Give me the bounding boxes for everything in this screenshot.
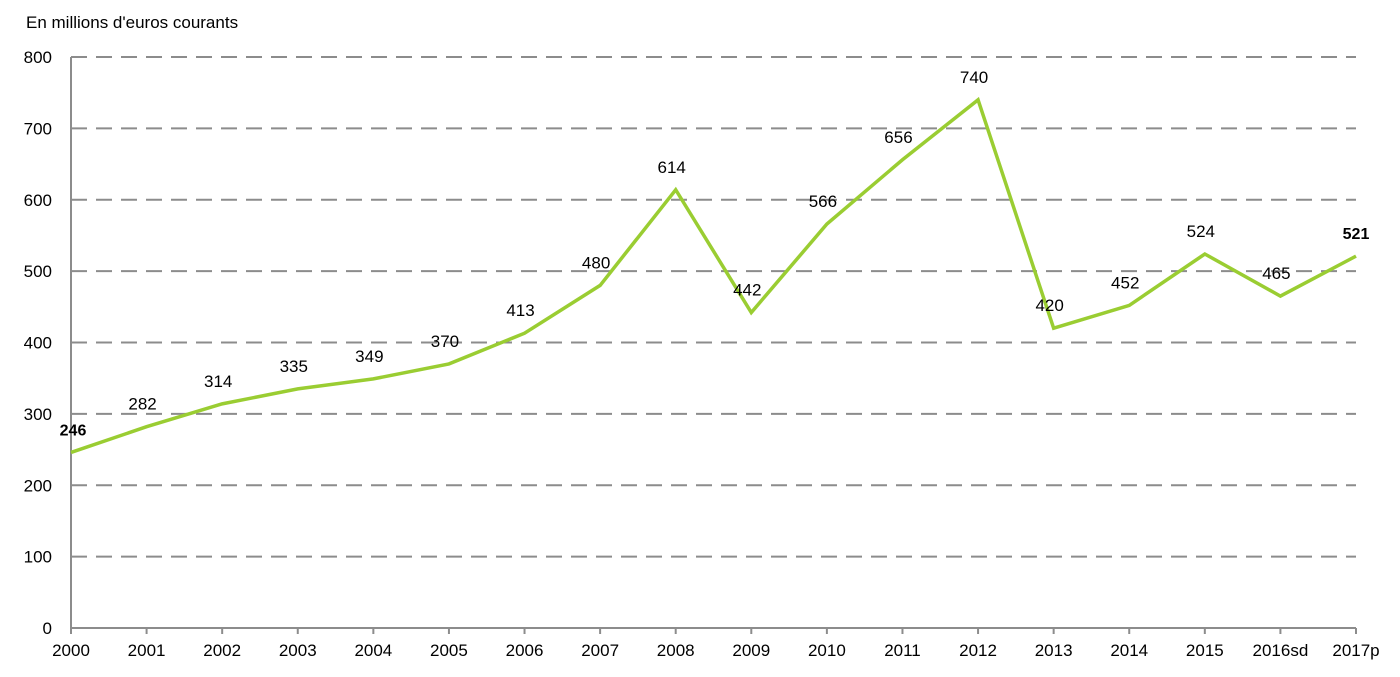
x-tick-label: 2012 [959, 641, 997, 660]
y-tick-label: 700 [24, 119, 52, 138]
x-tick-label: 2007 [581, 641, 619, 660]
x-tick-label: 2011 [884, 641, 921, 660]
x-tick-label: 2017p [1332, 641, 1379, 660]
x-tick-label: 2005 [430, 641, 468, 660]
data-label: 524 [1187, 222, 1215, 241]
x-tick-label: 2016sd [1253, 641, 1309, 660]
x-tick-label: 2015 [1186, 641, 1224, 660]
x-tick-label: 2004 [354, 641, 392, 660]
y-tick-label: 800 [24, 48, 52, 67]
x-tick-label: 2000 [52, 641, 90, 660]
y-tick-label: 500 [24, 262, 52, 281]
y-tick-label: 200 [24, 476, 52, 495]
series-line [71, 100, 1356, 453]
data-label: 335 [280, 357, 308, 376]
y-tick-label: 400 [24, 334, 52, 353]
x-tick-label: 2006 [506, 641, 544, 660]
x-tick-label: 2013 [1035, 641, 1073, 660]
data-label: 420 [1035, 296, 1063, 315]
data-label: 480 [582, 253, 610, 272]
data-label: 452 [1111, 273, 1139, 292]
data-label: 740 [960, 68, 988, 87]
y-tick-label: 300 [24, 405, 52, 424]
x-tick-label: 2002 [203, 641, 241, 660]
data-label: 566 [809, 192, 837, 211]
x-tick-label: 2010 [808, 641, 846, 660]
data-label: 282 [128, 395, 156, 414]
y-tick-label: 0 [43, 619, 52, 638]
data-label: 465 [1262, 264, 1290, 283]
x-tick-label: 2008 [657, 641, 695, 660]
y-tick-label: 100 [24, 548, 52, 567]
data-label: 370 [431, 332, 459, 351]
x-tick-label: 2014 [1110, 641, 1148, 660]
x-tick-label: 2009 [732, 641, 770, 660]
y-axis-unit-label: En millions d'euros courants [26, 13, 238, 32]
x-tick-label: 2001 [128, 641, 166, 660]
data-label: 349 [355, 347, 383, 366]
data-label: 413 [506, 301, 534, 320]
x-tick-label: 2003 [279, 641, 317, 660]
data-label: 614 [658, 158, 686, 177]
data-label: 442 [733, 281, 761, 300]
data-label: 656 [884, 128, 912, 147]
data-label: 246 [60, 422, 87, 439]
y-tick-label: 600 [24, 191, 52, 210]
data-label: 521 [1343, 226, 1370, 243]
data-label: 314 [204, 372, 232, 391]
